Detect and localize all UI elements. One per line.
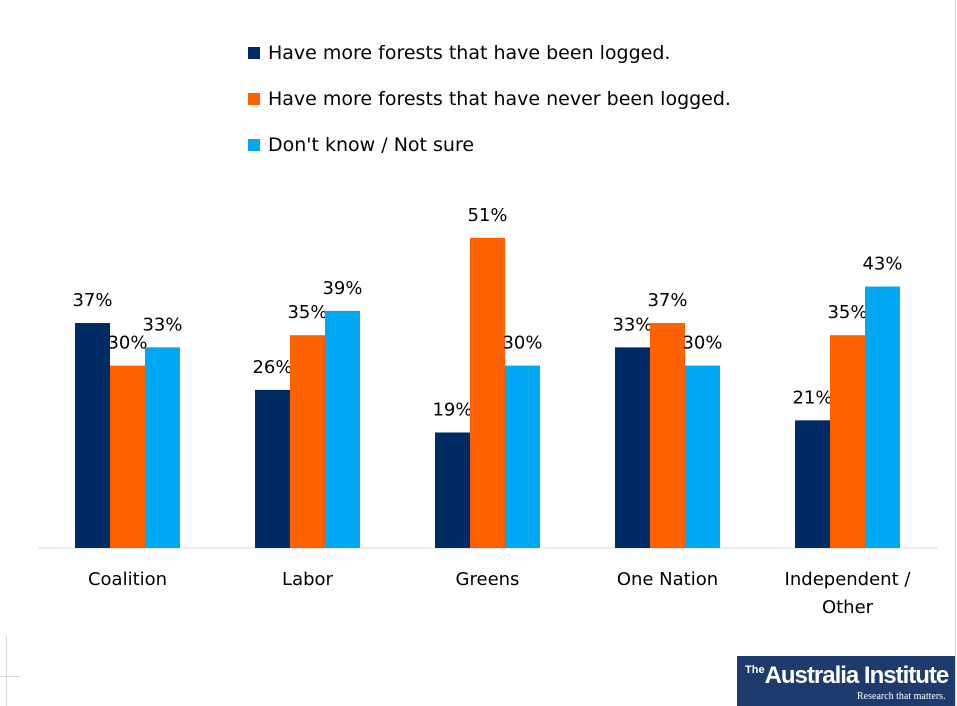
bar-series1-cat1 [290,335,325,548]
frame-border-bottom [0,676,20,677]
bar-series0-cat4 [795,420,830,548]
logo-name: Australia Institute [764,662,950,689]
chart-legend: Have more forests that have been logged.… [248,30,731,168]
bar-series2-cat1 [325,310,360,548]
legend-label-dont-know: Don't know / Not sure [268,134,475,156]
bar-series0-cat0 [75,323,110,548]
data-label-series2-cat2: 30% [502,333,542,354]
legend-swatch-logged [248,47,260,59]
data-label-series0-cat1: 26% [252,357,292,378]
legend-label-never-logged: Have more forests that have never been l… [268,88,731,110]
data-label-series1-cat1: 35% [287,302,327,323]
bar-series2-cat2 [505,365,540,548]
legend-item-dont-know: Don't know / Not sure [248,122,731,168]
logo-tagline: Research that matters. [857,691,946,702]
data-label-series1-cat4: 35% [827,302,867,323]
bar-series1-cat0 [110,365,145,548]
data-label-series1-cat0: 30% [107,333,147,354]
data-label-series1-cat3: 37% [647,290,687,311]
data-label-series0-cat4: 21% [792,387,832,408]
frame-border-left [6,636,7,706]
data-label-series0-cat3: 33% [612,314,652,335]
data-label-series2-cat1: 39% [322,278,362,299]
bar-series2-cat4 [865,286,900,548]
bar-series2-cat0 [145,347,180,548]
bar-series0-cat2 [435,432,470,548]
legend-swatch-never-logged [248,93,260,105]
logo-superscript: The [745,664,765,676]
bar-series1-cat2 [470,237,505,549]
data-label-series0-cat0: 37% [72,290,112,311]
category-label-1: Labor [282,569,333,590]
data-label-series0-cat2: 19% [432,399,472,420]
bar-series1-cat4 [830,335,865,548]
category-label-0: Coalition [88,569,167,590]
australia-institute-logo: TheAustralia Institute Research that mat… [737,656,955,706]
frame-border-right [955,0,956,706]
data-label-series2-cat4: 43% [862,254,902,275]
data-label-series2-cat3: 30% [682,333,722,354]
logo-wordmark: TheAustralia Institute [745,662,950,690]
category-label-4-line1: Other [822,597,874,618]
bar-series0-cat1 [255,389,290,548]
bar-series1-cat3 [650,323,685,548]
bar-series2-cat3 [685,365,720,548]
category-label-2: Greens [456,569,520,590]
legend-item-logged: Have more forests that have been logged. [248,30,731,76]
legend-swatch-dont-know [248,139,260,151]
category-label-3: One Nation [617,569,718,590]
bar-series0-cat3 [615,347,650,548]
data-label-series1-cat2: 51% [467,205,507,226]
legend-item-never-logged: Have more forests that have never been l… [248,76,731,122]
category-label-4-line0: Independent / [785,569,912,590]
legend-label-logged: Have more forests that have been logged. [268,42,671,64]
data-label-series2-cat0: 33% [142,314,182,335]
